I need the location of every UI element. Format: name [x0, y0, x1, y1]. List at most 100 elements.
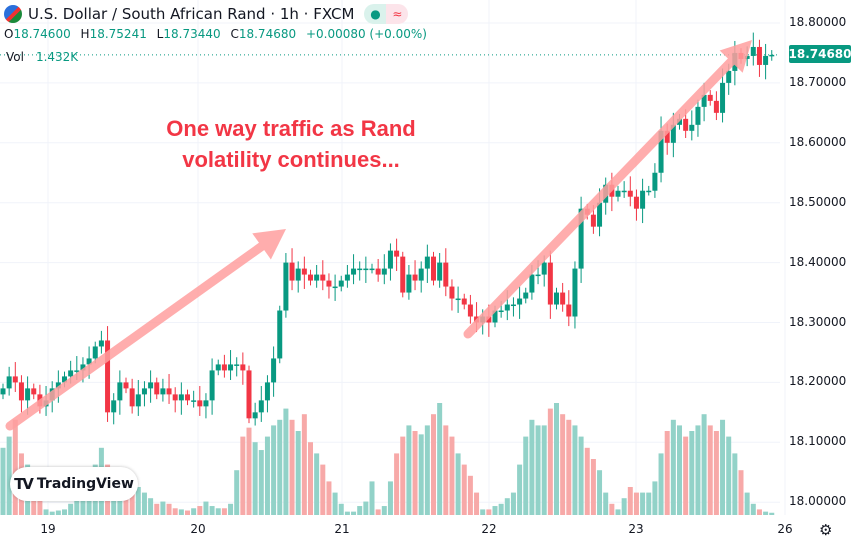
volume-bar: [621, 498, 627, 515]
volume-bar: [314, 453, 320, 515]
volume-bar: [756, 509, 762, 515]
candle-body: [640, 190, 646, 209]
volume-bar: [713, 431, 719, 515]
candle-body: [437, 262, 443, 281]
price-tick-label: 18.20000: [789, 374, 847, 389]
candle-body: [578, 208, 584, 269]
symbol-title[interactable]: U.S. Dollar / South African Rand · 1h · …: [28, 5, 355, 23]
volume-bar: [234, 470, 240, 515]
volume-bar: [603, 492, 609, 515]
candle-body: [172, 394, 178, 401]
volume-bar: [695, 425, 701, 515]
candle-body: [713, 100, 719, 113]
volume-bar: [732, 453, 738, 515]
volume-bar: [172, 508, 178, 515]
settings-gear-icon[interactable]: ⚙: [819, 521, 833, 539]
candle-body: [240, 364, 246, 371]
candle-body: [12, 376, 18, 383]
volume-bar: [763, 511, 769, 515]
candle-body: [597, 202, 603, 227]
volume-label: Vol: [6, 50, 24, 64]
volume-bar: [750, 503, 756, 515]
volume-bar: [640, 492, 646, 515]
volume-bar: [517, 464, 523, 515]
volume-bar: [375, 509, 381, 515]
candle-body: [62, 376, 67, 383]
tradingview-logo[interactable]: TV TradingView: [10, 467, 138, 501]
volume-bar: [351, 511, 357, 515]
volume-bar: [357, 506, 363, 515]
volume-bar: [578, 436, 584, 515]
candle-body: [455, 298, 461, 301]
candle-body: [314, 274, 320, 281]
candle-body: [6, 376, 12, 389]
candle-body: [326, 280, 332, 287]
candle-body: [664, 130, 670, 143]
low-value: 18.73440: [163, 27, 221, 41]
volume-bar: [283, 408, 289, 515]
candle-body: [652, 172, 658, 191]
volume-bar: [467, 475, 473, 515]
volume-bar: [252, 442, 258, 515]
candle-body: [178, 394, 184, 401]
price-tick-label: 18.80000: [789, 15, 847, 29]
volume-bar: [277, 419, 283, 515]
volume-bar: [326, 481, 332, 515]
candle-body: [720, 82, 726, 113]
date-tick-label: 23: [628, 522, 644, 536]
volume-bar: [135, 487, 141, 515]
volume-bar: [363, 501, 369, 515]
candle-body: [369, 268, 375, 271]
volume-bar: [332, 492, 338, 515]
volume-bar: [240, 436, 246, 515]
volume-bar: [185, 510, 190, 515]
volume-bar: [474, 492, 480, 515]
current-price-label: 18.74680: [788, 45, 852, 63]
candle-body: [486, 316, 492, 323]
price-tick-label: 18.50000: [789, 194, 847, 209]
volume-bar: [178, 509, 184, 515]
candle-body: [467, 304, 473, 317]
date-tick-label: 21: [334, 522, 350, 536]
candle-body: [744, 55, 750, 59]
change-value: +0.00080 (+0.00%): [305, 27, 427, 41]
volume-bar: [160, 501, 166, 515]
candle-body: [535, 274, 541, 277]
volume-bar: [689, 431, 695, 515]
candle-body: [658, 130, 664, 173]
volume-bar: [209, 506, 215, 515]
candle-body: [80, 364, 86, 371]
candle-body: [726, 70, 732, 83]
candle-body: [295, 268, 301, 281]
volume-bar: [670, 419, 676, 515]
volume-bar: [455, 453, 461, 515]
candle-body: [566, 304, 572, 317]
market-status[interactable]: ● ≈: [364, 4, 409, 24]
candle-body: [320, 274, 326, 281]
volume-bar: [658, 453, 664, 515]
high-label: H: [80, 27, 90, 41]
volume-bar: [129, 481, 135, 515]
candle-body: [424, 256, 430, 269]
candle-body: [504, 304, 510, 311]
volume-bar: [191, 508, 197, 515]
volume-bar: [461, 464, 467, 515]
candle-body: [111, 400, 117, 413]
candle-body: [670, 124, 676, 143]
tradingview-mark-icon: TV: [14, 475, 34, 493]
volume-bar: [6, 436, 12, 515]
candle-body: [264, 382, 270, 401]
volume-bar: [449, 436, 455, 515]
wave-icon: ≈: [386, 4, 409, 24]
volume-bar: [498, 503, 504, 515]
open-label: O: [4, 27, 14, 41]
volume-bar: [633, 492, 639, 515]
candle-body: [338, 280, 344, 287]
volume-bar: [221, 508, 227, 515]
volume-bar: [203, 501, 209, 515]
candle-body: [756, 46, 762, 65]
volume-bar: [412, 431, 418, 515]
candle-body: [375, 268, 381, 275]
candle-body: [86, 358, 92, 365]
